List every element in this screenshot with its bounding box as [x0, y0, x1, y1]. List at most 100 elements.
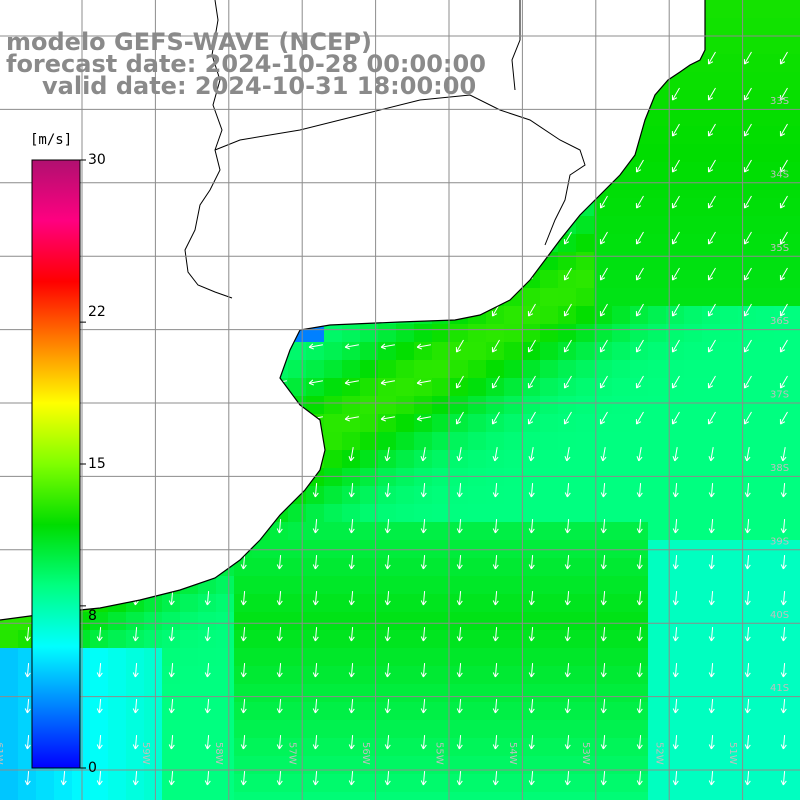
wind-arrow — [348, 447, 355, 462]
wind-arrow — [456, 734, 463, 750]
wind-arrow — [420, 482, 427, 498]
wind-arrow — [564, 770, 571, 786]
wind-arrow — [707, 339, 716, 353]
wind-arrow — [635, 303, 644, 317]
wind-arrow — [743, 231, 752, 245]
wind-arrow — [456, 662, 463, 678]
wind-arrow — [132, 662, 139, 678]
wind-arrow — [24, 662, 31, 678]
wind-arrow — [671, 375, 680, 389]
wind-arrow — [779, 51, 788, 65]
wind-arrow — [312, 554, 319, 570]
wind-arrow — [780, 590, 787, 606]
wind-arrow — [276, 770, 283, 786]
wind-arrow — [708, 734, 715, 750]
wind-arrow — [312, 770, 319, 786]
wind-arrow — [348, 770, 355, 786]
colorbar-tick-label: 8 — [88, 608, 97, 624]
wind-arrow — [563, 267, 572, 281]
wind-arrow — [456, 482, 463, 498]
wind-arrow — [599, 267, 608, 281]
wind-arrow — [204, 662, 211, 678]
wind-arrow — [420, 662, 427, 678]
wind-arrow — [132, 734, 139, 750]
wind-arrow — [276, 662, 283, 678]
lon-label: 56W — [360, 742, 371, 765]
wind-arrow — [456, 447, 463, 462]
wind-arrow — [744, 590, 751, 606]
wind-arrow — [671, 411, 680, 425]
wind-arrow — [743, 51, 752, 65]
wind-arrow — [344, 415, 359, 422]
wind-arrow — [384, 662, 391, 678]
wind-arrow — [708, 482, 715, 498]
wind-arrow — [708, 770, 715, 786]
wind-arrow — [672, 482, 679, 498]
wind-arrow — [420, 554, 427, 570]
wind-arrow — [308, 379, 323, 386]
coastline — [0, 0, 706, 621]
wind-arrow — [204, 734, 211, 750]
wind-arrow — [492, 554, 499, 570]
wind-arrow — [492, 698, 499, 714]
wind-arrow — [671, 231, 680, 245]
wind-arrow — [276, 554, 283, 570]
wind-arrow — [312, 626, 319, 642]
lon-label: 53W — [580, 742, 591, 765]
wind-arrow — [672, 626, 679, 642]
wind-arrow — [276, 734, 283, 750]
wind-arrow — [420, 734, 427, 750]
wind-arrow — [420, 590, 427, 606]
wind-arrow — [636, 518, 643, 534]
wind-arrow — [599, 303, 608, 317]
wind-arrow — [671, 159, 680, 173]
wind-arrow — [671, 339, 680, 353]
wind-arrow — [743, 195, 752, 209]
wind-arrow — [708, 447, 715, 462]
wind-arrow — [384, 626, 391, 642]
wind-arrow — [420, 626, 427, 642]
wind-arrow — [168, 734, 175, 750]
wind-arrow — [380, 379, 395, 386]
wind-arrow — [240, 662, 247, 678]
wind-arrow — [348, 590, 355, 606]
wind-arrow — [24, 734, 31, 750]
wind-arrow — [744, 518, 751, 534]
wind-arrow — [779, 195, 788, 209]
wind-arrow — [672, 662, 679, 678]
wind-arrow — [204, 698, 211, 714]
wind-arrow — [744, 626, 751, 642]
wind-arrow — [132, 698, 139, 714]
wind-arrow — [564, 662, 571, 678]
wind-arrow — [671, 267, 680, 281]
wind-arrow — [204, 626, 211, 642]
wind-arrow — [527, 303, 536, 317]
wind-arrow — [564, 447, 571, 462]
wind-arrow — [492, 734, 499, 750]
wind-arrow — [168, 770, 175, 786]
wind-arrow — [240, 590, 247, 606]
wind-arrow — [600, 518, 607, 534]
wind-arrow — [672, 770, 679, 786]
lat-label: 39S — [770, 536, 789, 547]
wind-arrow — [708, 554, 715, 570]
wind-arrow — [780, 626, 787, 642]
wind-arrow — [600, 626, 607, 642]
wind-arrow — [168, 626, 175, 642]
colorbar — [31, 159, 86, 769]
wind-arrow — [528, 698, 535, 714]
wind-arrow — [744, 698, 751, 714]
wind-arrow — [420, 447, 427, 462]
wind-arrow — [636, 447, 643, 462]
wind-arrow — [204, 770, 211, 786]
wind-arrow — [276, 626, 283, 642]
wind-arrow — [420, 698, 427, 714]
wind-arrow — [240, 734, 247, 750]
lon-label: 58W — [213, 742, 224, 765]
wind-arrow — [348, 734, 355, 750]
wind-arrow — [636, 770, 643, 786]
wind-arrow — [780, 734, 787, 750]
wind-arrow — [384, 518, 391, 534]
wind-arrow — [168, 662, 175, 678]
wind-arrow — [779, 375, 788, 389]
